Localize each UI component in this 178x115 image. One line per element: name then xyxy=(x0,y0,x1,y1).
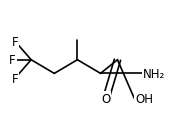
Text: F: F xyxy=(9,54,16,67)
Text: NH₂: NH₂ xyxy=(143,67,166,80)
Text: OH: OH xyxy=(135,92,153,105)
Text: F: F xyxy=(12,72,19,85)
Text: F: F xyxy=(12,36,19,48)
Text: O: O xyxy=(101,92,111,105)
